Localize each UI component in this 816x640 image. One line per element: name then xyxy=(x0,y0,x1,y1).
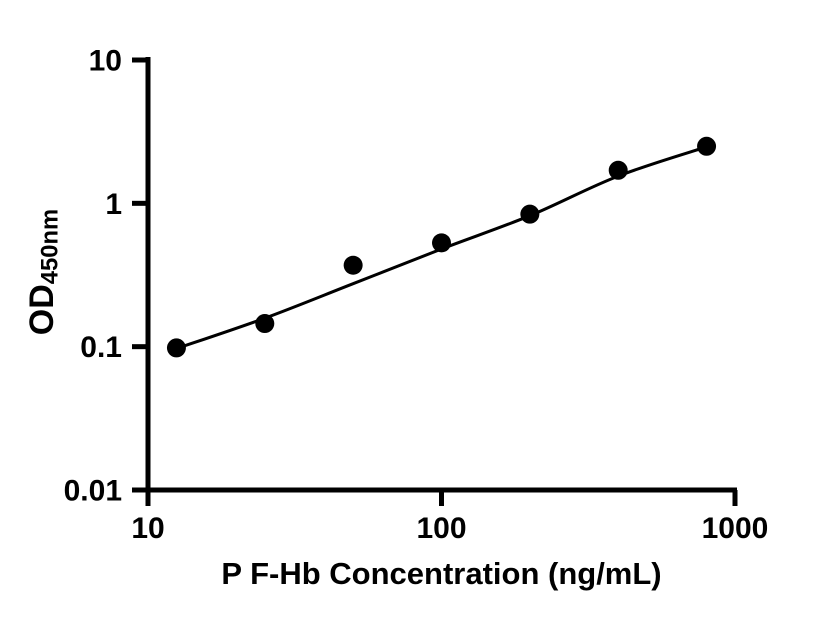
data-point xyxy=(255,314,275,334)
x-tick-label: 100 xyxy=(416,512,466,545)
y-axis-label-base: OD xyxy=(23,284,61,336)
data-point xyxy=(432,233,451,253)
y-axis-label: OD450nm xyxy=(22,209,65,335)
x-tick-label: 1000 xyxy=(702,512,769,545)
y-tick-label: 0.1 xyxy=(80,331,122,364)
axes xyxy=(145,57,737,493)
data-point xyxy=(608,160,628,180)
data-point xyxy=(343,255,363,275)
x-axis-label: P F-Hb Concentration (ng/mL) xyxy=(221,556,662,591)
y-tick-label: 1 xyxy=(105,188,122,221)
y-tick-label: 0.01 xyxy=(64,475,122,508)
data-point xyxy=(166,338,186,358)
x-tick-label: 10 xyxy=(131,512,164,545)
y-axis-label-subscript: 450nm xyxy=(36,208,64,285)
y-tick-label: 10 xyxy=(89,45,122,78)
data-point xyxy=(520,204,540,224)
data-point xyxy=(697,136,717,156)
